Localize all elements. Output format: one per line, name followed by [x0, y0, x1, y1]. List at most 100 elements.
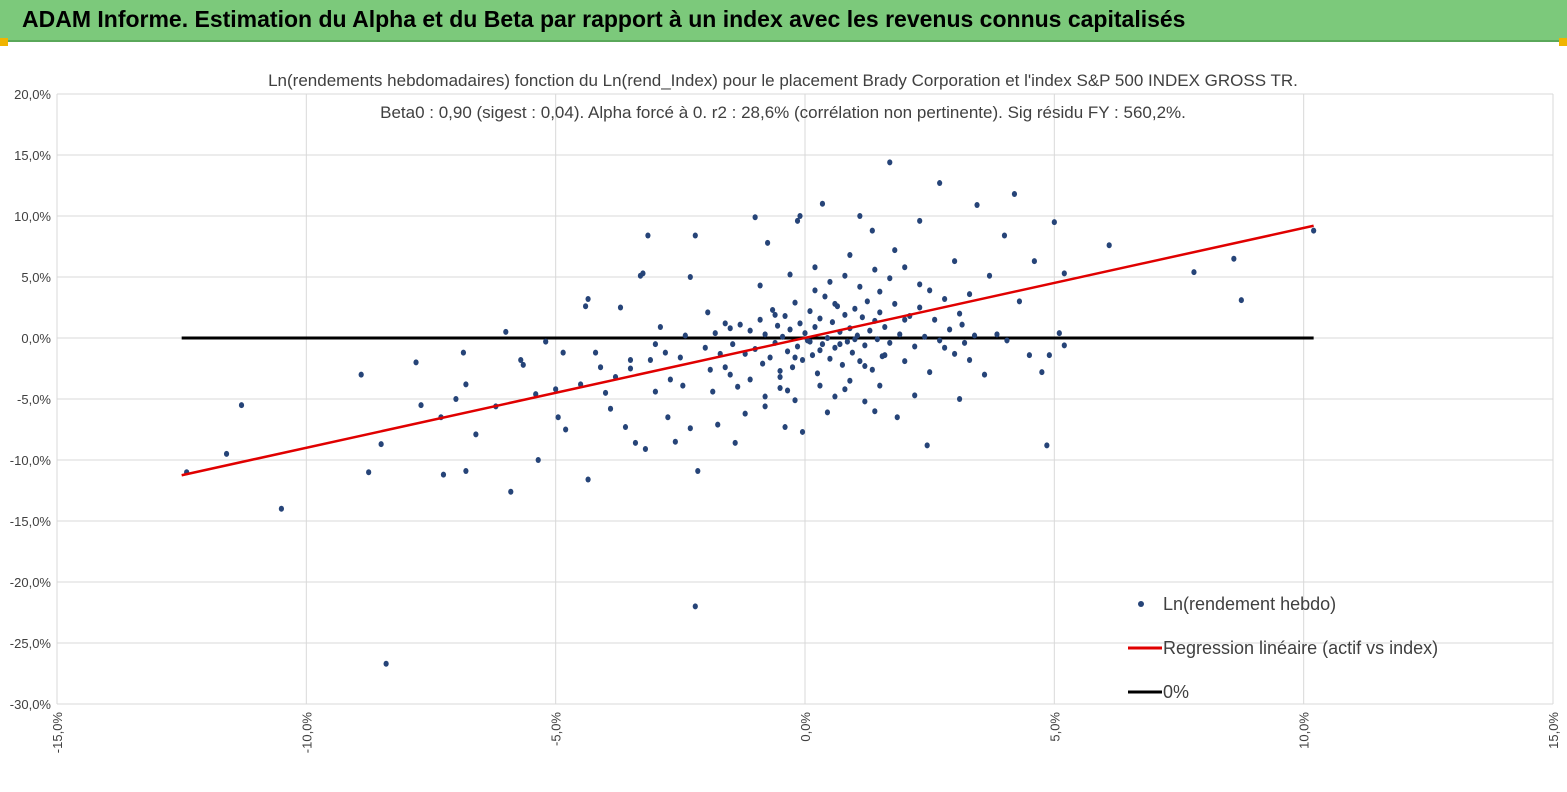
data-point: [440, 471, 447, 478]
data-point: [518, 356, 524, 363]
y-tick-label: 0,0%: [21, 331, 51, 346]
data-point: [710, 388, 716, 395]
data-point: [1044, 442, 1050, 449]
data-point: [722, 320, 728, 327]
data-point: [627, 356, 634, 363]
data-point: [769, 306, 776, 313]
data-point: [622, 424, 629, 431]
regression-line: [181, 224, 1314, 477]
data-point: [747, 376, 753, 383]
data-point: [772, 311, 778, 318]
data-point: [692, 232, 698, 239]
data-point: [799, 356, 806, 363]
x-tick-label: -5,0%: [549, 712, 564, 746]
data-point: [922, 333, 928, 340]
data-point: [794, 217, 801, 224]
data-point: [857, 283, 863, 290]
data-point: [824, 335, 831, 341]
data-point: [702, 344, 708, 351]
data-point: [887, 339, 893, 346]
data-point: [809, 352, 816, 359]
data-point: [617, 304, 624, 311]
data-point: [932, 316, 938, 323]
x-tick-label: 0,0%: [798, 712, 813, 742]
data-point: [463, 381, 469, 388]
data-point: [453, 396, 459, 402]
data-point: [797, 213, 803, 219]
y-tick-label: -10,0%: [10, 453, 52, 468]
data-point: [747, 327, 753, 334]
data-point: [824, 409, 831, 416]
data-point: [822, 293, 828, 300]
data-point: [857, 358, 863, 365]
data-point: [366, 469, 372, 476]
data-point: [223, 450, 230, 457]
data-point: [602, 389, 609, 396]
data-point: [789, 364, 796, 371]
data-point: [852, 305, 858, 312]
data-point: [817, 315, 823, 322]
corner-marker-left: [0, 38, 8, 46]
data-point: [847, 377, 853, 384]
data-point: [712, 330, 718, 337]
data-point: [819, 200, 826, 207]
data-point: [869, 227, 875, 234]
data-point: [956, 310, 963, 317]
data-point: [585, 295, 591, 302]
data-point: [705, 309, 711, 316]
data-point: [952, 258, 958, 265]
data-point: [779, 333, 786, 340]
data-point: [642, 446, 649, 453]
data-point: [278, 505, 284, 512]
data-point: [677, 354, 683, 361]
data-point: [902, 358, 908, 365]
data-point: [994, 331, 1000, 338]
y-tick-label: -20,0%: [10, 575, 52, 590]
data-point: [1061, 270, 1067, 277]
data-point: [1001, 232, 1008, 239]
data-point: [874, 336, 880, 343]
data-point: [667, 376, 673, 383]
data-point: [894, 414, 900, 421]
data-point: [867, 327, 873, 334]
data-point: [937, 180, 943, 187]
y-tick-label: 5,0%: [21, 270, 51, 285]
data-point: [877, 288, 883, 295]
data-point: [582, 303, 589, 310]
data-point: [777, 367, 783, 374]
data-point: [1004, 337, 1010, 344]
data-point: [817, 347, 823, 354]
data-point: [974, 202, 980, 209]
data-point: [1238, 297, 1244, 304]
data-points: [184, 159, 1317, 667]
data-point: [757, 316, 763, 323]
data-point: [553, 386, 559, 393]
data-point: [418, 402, 424, 409]
data-point: [560, 349, 566, 356]
y-tick-label: -5,0%: [17, 392, 51, 407]
x-tick-label: -10,0%: [299, 712, 314, 754]
data-point: [503, 328, 509, 335]
data-point: [735, 383, 741, 390]
data-point: [834, 303, 841, 310]
data-point: [917, 304, 923, 311]
y-tick-label: -30,0%: [10, 697, 52, 712]
data-point: [682, 332, 688, 339]
data-point: [760, 360, 766, 367]
data-point: [1026, 352, 1032, 359]
data-point: [645, 232, 651, 239]
data-point: [814, 370, 821, 377]
data-point: [842, 386, 848, 393]
data-point: [757, 282, 763, 289]
legend: Ln(rendement hebdo) Regression linéaire …: [1128, 594, 1438, 702]
data-point: [847, 252, 853, 259]
data-point: [819, 341, 826, 348]
data-point: [782, 313, 788, 320]
data-point: [942, 344, 948, 351]
data-point: [762, 403, 768, 410]
data-point: [784, 387, 791, 394]
data-point: [897, 331, 903, 338]
data-point: [892, 247, 898, 254]
data-point: [927, 369, 933, 376]
data-point: [687, 274, 693, 280]
